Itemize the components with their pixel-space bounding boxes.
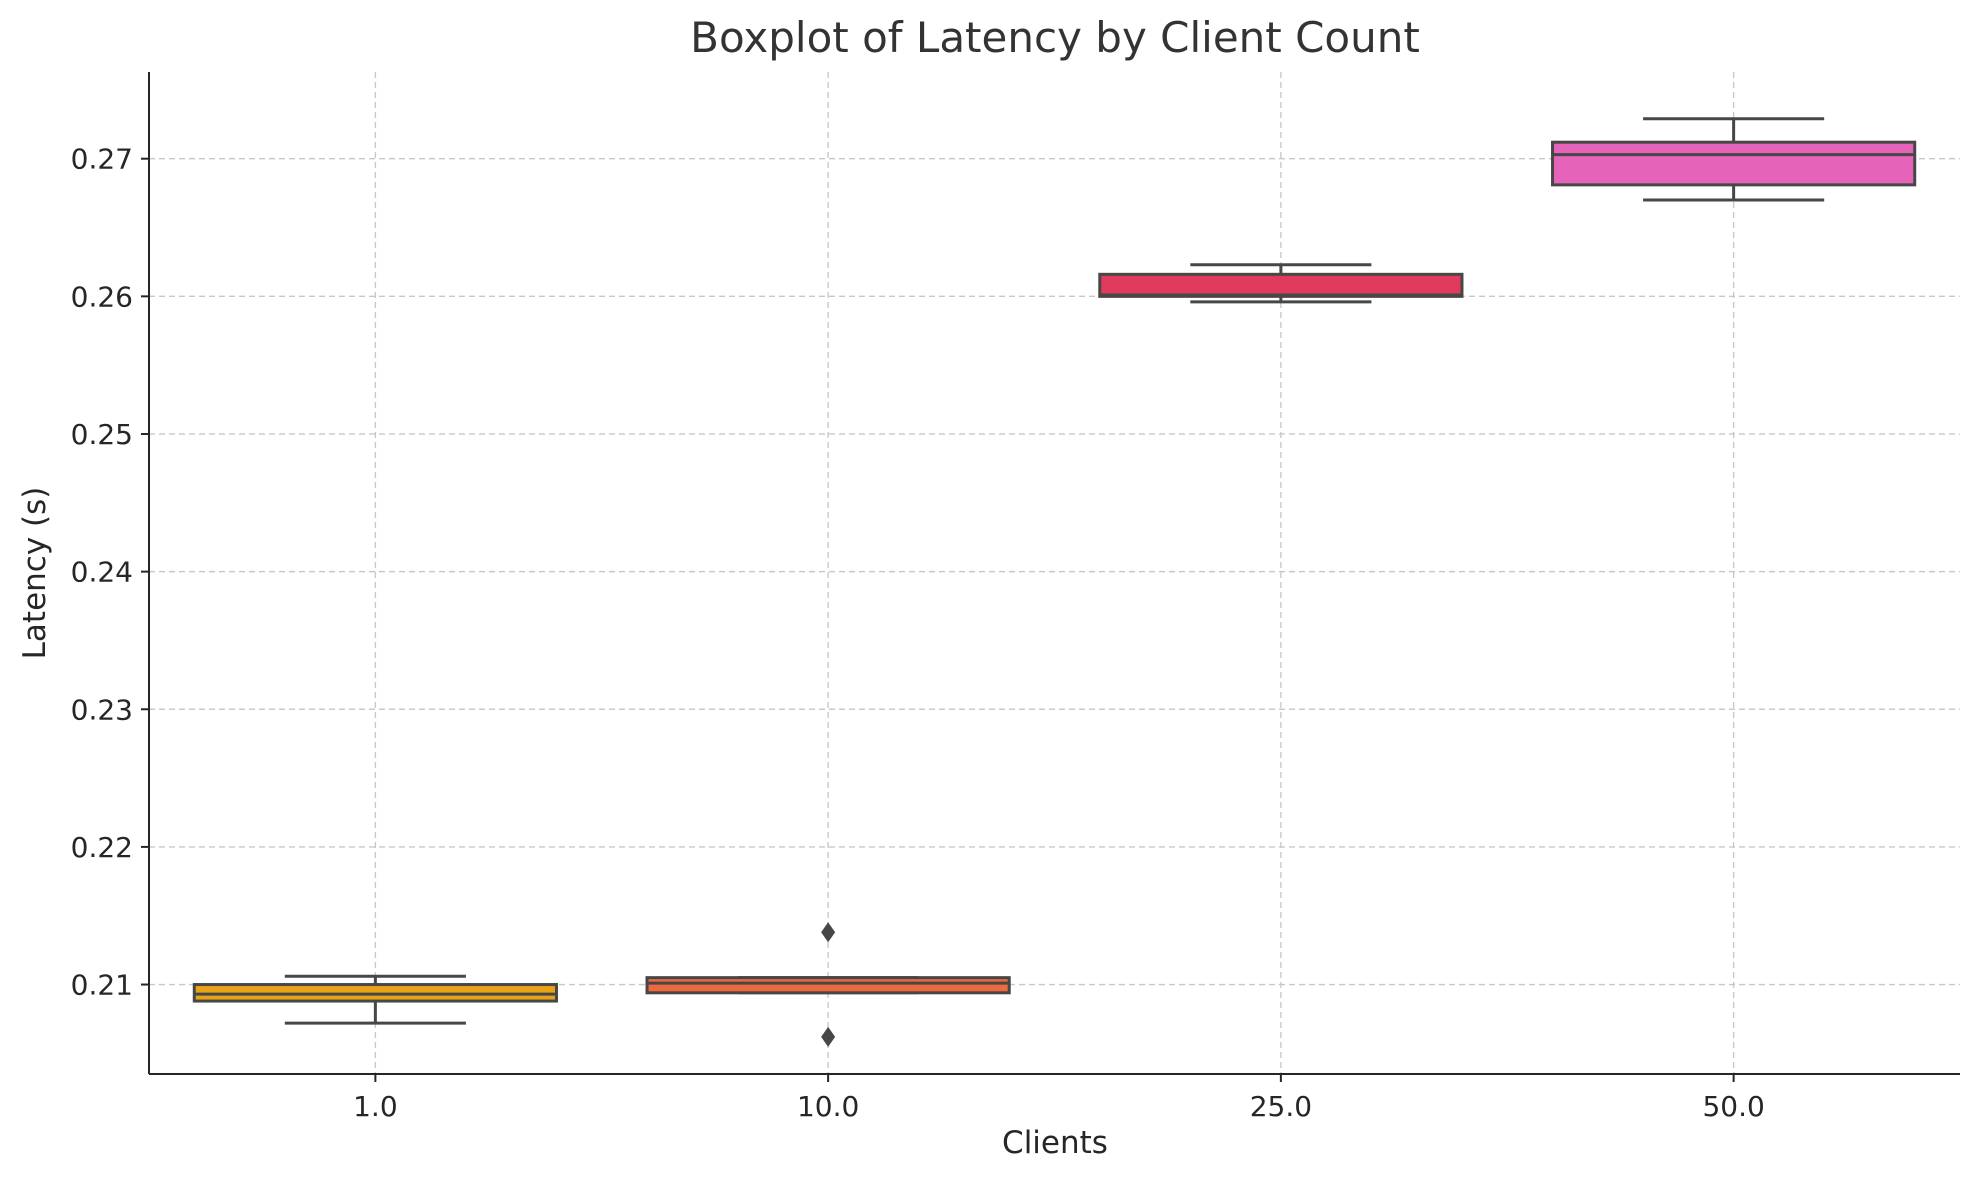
box-iqr: [1098, 272, 1464, 298]
box-group-25.0: [1098, 263, 1464, 304]
chart-title: Boxplot of Latency by Client Count: [690, 13, 1420, 62]
y-tick-label: 0.23: [71, 693, 133, 726]
y-tick-label: 0.25: [71, 418, 133, 451]
y-tick-label: 0.21: [71, 969, 133, 1002]
x-tick-label: 25.0: [1250, 1090, 1312, 1123]
grid: [149, 72, 1960, 1074]
x-axis-label: Clients: [1002, 1125, 1108, 1161]
x-tick-label: 50.0: [1702, 1090, 1764, 1123]
box-iqr: [645, 976, 1011, 995]
outlier-point: [821, 922, 836, 943]
box-group-10.0: [645, 922, 1011, 1047]
y-tick-label: 0.27: [71, 143, 133, 176]
ticks: 0.21 0.22 0.23 0.24 0.25 0.26 0.27 1.0 10.0 25.0 5…: [71, 143, 1765, 1123]
x-tick-label: 1.0: [353, 1090, 398, 1123]
y-tick-label: 0.26: [71, 280, 133, 313]
axes: [148, 72, 1960, 1075]
outlier-point: [821, 1026, 836, 1047]
box-group-1.0: [192, 974, 558, 1025]
y-tick-label: 0.22: [71, 831, 133, 864]
y-tick-label: 0.24: [71, 556, 133, 589]
box-iqr: [1551, 140, 1917, 187]
y-axis-label: Latency (s): [17, 487, 53, 660]
boxes: [192, 117, 1917, 1047]
box-group-50.0: [1551, 117, 1917, 202]
x-tick-label: 10.0: [797, 1090, 859, 1123]
